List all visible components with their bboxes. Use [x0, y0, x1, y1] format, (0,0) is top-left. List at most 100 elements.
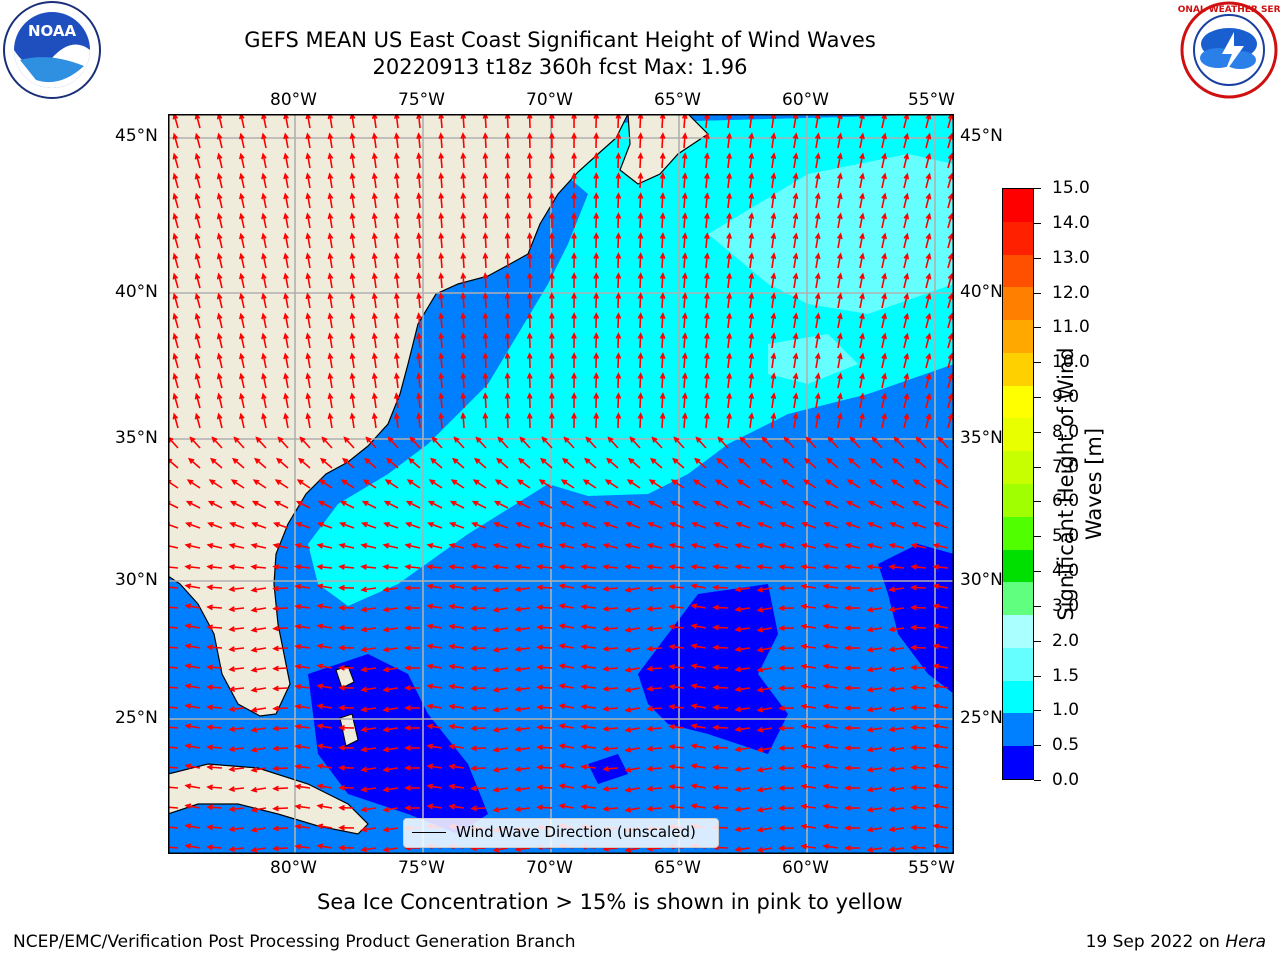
- wave-direction-arrow: [690, 643, 707, 650]
- wave-direction-arrow: [604, 479, 619, 489]
- wave-direction-arrow: [526, 292, 533, 309]
- wave-direction-arrow: [690, 583, 707, 590]
- wave-direction-arrow: [482, 272, 489, 289]
- wave-direction-arrow: [814, 272, 821, 289]
- wave-direction-arrow: [668, 764, 685, 770]
- wave-direction-arrow: [558, 564, 575, 570]
- wave-direction-arrow: [276, 457, 289, 469]
- wave-direction-arrow: [593, 392, 600, 409]
- wave-direction-arrow: [910, 824, 927, 831]
- wave-direction-arrow: [758, 479, 773, 489]
- lat-label-left: 25°N: [115, 708, 158, 728]
- wave-direction-arrow: [615, 132, 622, 149]
- wave-direction-arrow: [800, 723, 817, 730]
- wave-direction-arrow: [261, 232, 267, 249]
- wave-direction-arrow: [404, 745, 421, 751]
- wave-direction-arrow: [603, 522, 619, 529]
- wave-direction-arrow: [239, 372, 245, 389]
- wave-direction-arrow: [668, 624, 685, 630]
- wave-direction-arrow: [624, 626, 641, 633]
- wave-direction-arrow: [801, 500, 817, 509]
- wave-direction-arrow: [624, 706, 641, 713]
- colorbar-band: [1003, 484, 1033, 518]
- wave-direction-arrow: [903, 252, 910, 269]
- wave-direction-arrow: [947, 252, 954, 269]
- wave-direction-arrow: [892, 457, 905, 469]
- wave-direction-arrow: [327, 292, 334, 309]
- wave-direction-arrow: [460, 172, 467, 189]
- wave-direction-arrow: [283, 252, 289, 269]
- wave-direction-arrow: [536, 584, 553, 591]
- wave-direction-arrow: [792, 292, 799, 309]
- wave-direction-arrow: [910, 564, 927, 570]
- wave-direction-arrow: [250, 606, 267, 613]
- wave-direction-arrow: [903, 192, 910, 209]
- wave-direction-arrow: [888, 666, 905, 673]
- wave-direction-arrow: [734, 846, 751, 853]
- wave-direction-arrow: [646, 765, 663, 772]
- wave-direction-arrow: [844, 665, 861, 671]
- wave-direction-arrow: [624, 686, 641, 693]
- colorbar-tick-label: 3.0: [1052, 595, 1080, 616]
- wave-direction-arrow: [602, 705, 619, 712]
- wave-direction-arrow: [866, 666, 883, 673]
- wave-direction-arrow: [261, 152, 267, 169]
- lon-label-top: 60°W: [782, 90, 829, 110]
- wave-direction-arrow: [294, 843, 311, 850]
- wave-direction-arrow: [371, 212, 378, 229]
- wave-direction-arrow: [492, 586, 509, 593]
- wave-direction-arrow: [726, 372, 732, 389]
- wave-direction-arrow: [602, 685, 619, 692]
- wave-direction-arrow: [681, 272, 688, 289]
- wave-direction-arrow: [538, 479, 553, 489]
- wave-direction-arrow: [250, 786, 267, 793]
- wave-direction-arrow: [580, 604, 597, 610]
- wave-direction-arrow: [206, 804, 223, 811]
- map-panel: Wind Wave Direction (unscaled): [168, 114, 954, 854]
- colorbar-band: [1003, 451, 1033, 485]
- wave-direction-arrow: [252, 479, 267, 489]
- wave-direction-arrow: [910, 604, 927, 611]
- wave-direction-arrow: [726, 192, 732, 209]
- wave-direction-arrow: [637, 272, 644, 289]
- wave-direction-arrow: [168, 564, 179, 570]
- wave-direction-arrow: [814, 312, 821, 329]
- wave-direction-arrow: [881, 352, 887, 369]
- wave-direction-arrow: [228, 706, 245, 712]
- wave-direction-arrow: [690, 663, 707, 670]
- wave-direction-arrow: [756, 786, 773, 793]
- wave-direction-arrow: [836, 332, 843, 349]
- wave-direction-arrow: [371, 352, 378, 369]
- wave-direction-arrow: [668, 684, 685, 690]
- wave-direction-arrow: [717, 436, 729, 449]
- wave-direction-arrow: [836, 192, 843, 209]
- wave-direction-arrow: [233, 436, 245, 449]
- wave-direction-arrow: [548, 212, 555, 229]
- wave-direction-arrow: [327, 192, 334, 209]
- wave-direction-arrow: [261, 132, 267, 149]
- wave-direction-arrow: [558, 763, 575, 770]
- wave-direction-arrow: [593, 114, 600, 129]
- wave-direction-arrow: [903, 212, 910, 229]
- wave-direction-arrow: [903, 152, 910, 169]
- wave-direction-arrow: [239, 312, 245, 329]
- wave-direction-arrow: [580, 704, 597, 710]
- wave-direction-arrow: [448, 603, 465, 610]
- wave-direction-arrow: [184, 643, 201, 650]
- wave-direction-arrow: [947, 152, 954, 169]
- wave-direction-arrow: [756, 606, 773, 613]
- wave-direction-arrow: [504, 232, 511, 249]
- wave-direction-arrow: [316, 564, 333, 570]
- wave-direction-arrow: [932, 723, 949, 730]
- wave-direction-arrow: [800, 703, 817, 710]
- wave-direction-arrow: [448, 783, 465, 790]
- wave-direction-arrow: [925, 172, 932, 189]
- wave-direction-arrow: [800, 564, 817, 570]
- wave-direction-arrow: [659, 272, 666, 289]
- wave-direction-arrow: [756, 746, 773, 753]
- wave-direction-arrow: [338, 543, 355, 549]
- wave-direction-arrow: [734, 746, 751, 753]
- colorbar-tick-label: 0.5: [1052, 735, 1080, 756]
- wave-direction-arrow: [849, 436, 861, 449]
- wave-direction-arrow: [646, 625, 663, 632]
